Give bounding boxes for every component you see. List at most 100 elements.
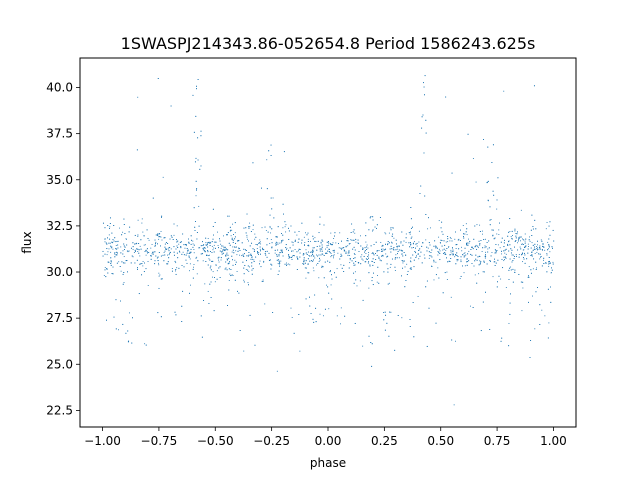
data-point [123, 245, 125, 247]
data-point [163, 260, 165, 262]
data-point [410, 237, 412, 239]
data-point [319, 250, 321, 252]
data-points [102, 75, 555, 406]
data-point [486, 181, 488, 183]
data-point [158, 236, 160, 238]
data-point [297, 258, 299, 260]
data-point [321, 244, 323, 246]
data-point [167, 261, 169, 263]
data-point [128, 250, 130, 252]
data-point [275, 236, 277, 238]
data-point [487, 251, 489, 253]
data-point [277, 226, 279, 228]
data-point [550, 262, 551, 264]
data-point [361, 258, 363, 260]
data-point [478, 273, 480, 275]
data-point [307, 272, 309, 274]
data-point [288, 227, 289, 229]
data-point [231, 237, 233, 239]
data-point [519, 236, 521, 238]
data-point [547, 249, 548, 251]
data-point [338, 247, 340, 249]
data-point [178, 250, 180, 252]
data-point [189, 270, 190, 272]
data-point [530, 340, 532, 341]
data-point [309, 255, 311, 257]
data-point [163, 237, 165, 239]
data-point [281, 251, 283, 253]
data-point [276, 259, 278, 261]
data-point [184, 247, 186, 249]
data-point [476, 282, 478, 284]
data-point [385, 248, 387, 250]
data-point [120, 300, 121, 302]
data-point [501, 258, 503, 260]
data-point [511, 261, 513, 263]
data-point [366, 249, 368, 250]
data-point [119, 227, 121, 229]
data-point [480, 330, 482, 332]
data-point [255, 256, 257, 258]
data-point [447, 238, 449, 240]
data-point [353, 258, 355, 259]
data-point [390, 229, 392, 231]
data-point [324, 248, 326, 250]
data-point [143, 271, 145, 273]
data-point [472, 248, 474, 250]
data-point [447, 241, 449, 243]
data-point [311, 255, 313, 257]
data-point [466, 264, 468, 266]
data-point [545, 262, 547, 264]
data-point [116, 248, 118, 250]
data-point [348, 250, 350, 252]
data-point [355, 279, 357, 281]
data-point [316, 246, 318, 247]
data-point [207, 238, 209, 239]
data-point [542, 244, 544, 246]
data-point [463, 233, 464, 235]
data-point [366, 259, 368, 260]
data-point [102, 222, 104, 224]
data-point [199, 168, 201, 170]
data-point [195, 221, 196, 222]
data-point [381, 248, 382, 250]
data-point [428, 242, 430, 244]
data-point [518, 238, 520, 240]
data-point [355, 238, 357, 240]
data-point [211, 241, 213, 243]
data-point [459, 240, 461, 241]
data-point [186, 252, 188, 254]
y-tick-label: 40.0 [46, 81, 73, 95]
data-point [223, 246, 225, 248]
data-point [398, 249, 400, 251]
data-point [204, 251, 206, 253]
data-point [165, 242, 167, 243]
data-point [463, 252, 465, 254]
data-point [136, 259, 138, 261]
data-point [531, 254, 533, 255]
data-point [122, 262, 124, 264]
data-point [413, 247, 414, 248]
data-point [423, 254, 425, 256]
data-point [321, 267, 323, 268]
data-point [173, 246, 175, 248]
data-point [221, 251, 223, 253]
data-point [136, 248, 138, 250]
data-point [160, 236, 162, 238]
data-point [303, 259, 305, 261]
data-point [415, 243, 417, 245]
data-point [270, 268, 272, 270]
data-point [220, 259, 222, 261]
data-point [533, 248, 535, 250]
data-point [288, 238, 290, 240]
data-point [206, 244, 208, 246]
data-point [312, 250, 314, 252]
data-point [456, 255, 458, 256]
data-point [308, 272, 310, 274]
data-point [270, 155, 272, 156]
data-point [517, 240, 519, 242]
data-point [460, 261, 462, 263]
data-point [262, 281, 264, 283]
data-point [411, 236, 413, 238]
data-point [492, 190, 494, 192]
